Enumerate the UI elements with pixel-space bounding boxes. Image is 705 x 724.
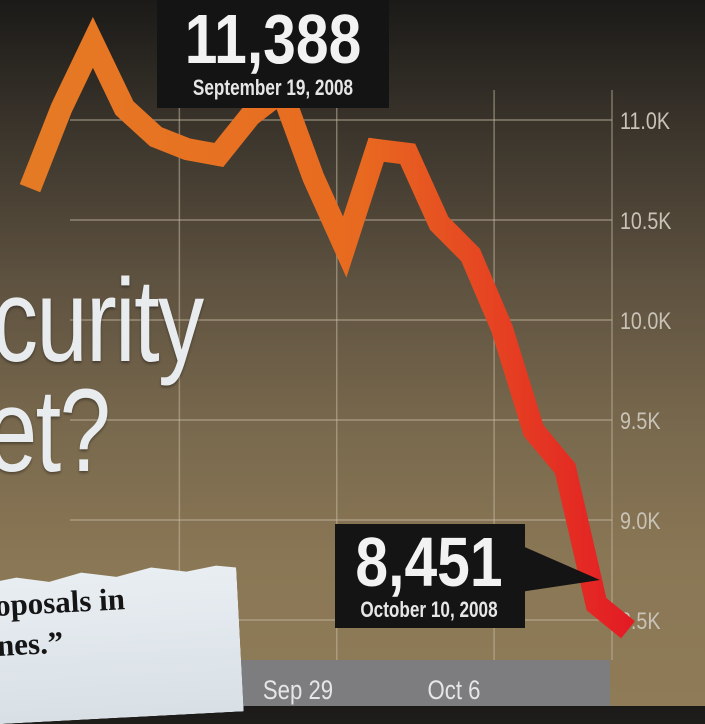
peak-value: 11,388	[185, 0, 362, 78]
y-tick-label: 11.0K	[620, 107, 670, 134]
x-tick-label: Oct 6	[428, 676, 481, 706]
x-tick-label: Sep 29	[263, 676, 333, 706]
headline-line-1: curity	[0, 262, 203, 380]
peak-annotation: 11,388 September 19, 2008	[157, 0, 389, 108]
peak-date: September 19, 2008	[193, 76, 353, 101]
low-value: 8,451	[355, 522, 502, 601]
y-tick-label: 10.0K	[620, 307, 672, 334]
low-annotation: 8,451 October 10, 2008	[335, 522, 600, 628]
x-axis: Sep 29 Oct 6	[238, 660, 610, 706]
headline-line-2: et?	[0, 372, 109, 490]
y-tick-label: 10.5K	[620, 207, 672, 234]
quote-line-1: oposals in	[0, 581, 126, 624]
y-tick-label: 9.5K	[620, 407, 661, 434]
quote-line-2: nes.”	[0, 625, 64, 664]
low-date: October 10, 2008	[360, 598, 497, 623]
y-tick-label: 9.0K	[620, 507, 661, 534]
